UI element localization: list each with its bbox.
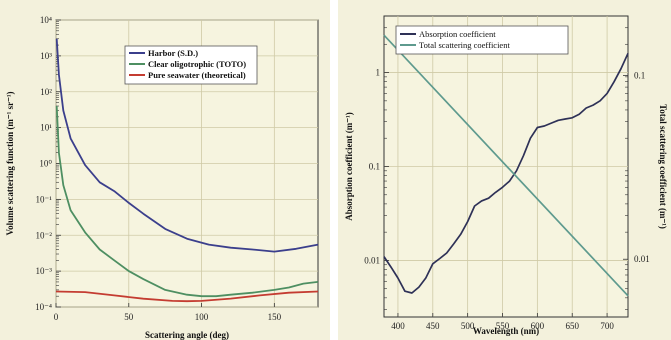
left-y-tick-label: 10³ xyxy=(40,51,52,61)
right-y-tick-label: 0.1 xyxy=(369,162,380,172)
right-legend-label-1: Total scattering coefficient xyxy=(419,40,510,50)
left-legend-label-2: Pure seawater (theoretical) xyxy=(148,70,246,80)
right-x-tick-label: 450 xyxy=(426,321,440,331)
left-series-line-2 xyxy=(55,290,319,303)
left-y-tick-label: 10¹ xyxy=(40,123,52,133)
right-x-tick-label: 700 xyxy=(600,321,614,331)
right-y2-axis-label: Total scattering coefficient (m⁻¹) xyxy=(658,104,668,229)
right-x-tick-label: 400 xyxy=(391,321,405,331)
right-x-axis-label: Wavelength (nm) xyxy=(473,326,539,336)
left-legend-label-0: Harbor (S.D.) xyxy=(148,48,198,58)
right-series-line-1 xyxy=(383,34,629,297)
left-legend-box xyxy=(124,45,258,85)
right-x-tick-label: 500 xyxy=(461,321,475,331)
right-x-tick-label: 600 xyxy=(531,321,545,331)
left-y-axis-label: Volume scattering function (m⁻¹ sr⁻¹) xyxy=(5,91,15,235)
left-y-tick-label: 10⁻² xyxy=(36,230,53,240)
left-x-tick-label: 150 xyxy=(268,312,282,322)
right-legend-box xyxy=(395,25,569,55)
left-x-tick-label: 50 xyxy=(124,312,134,322)
right-legend-label-0: Absorption coefficient xyxy=(419,29,496,39)
left-y-tick-label: 10⁻⁴ xyxy=(35,302,52,312)
left-legend: Harbor (S.D.)Clear oligotrophic (TOTO)Pu… xyxy=(124,45,258,85)
left-y-tick-label: 10⁴ xyxy=(40,15,52,25)
left-x-axis-label: Scattering angle (deg) xyxy=(145,330,229,340)
right-chart: 400 450 500 550 600 650 700 1 0.1 0.01 0.1 0.01 Abso… xyxy=(338,0,671,340)
left-y-tick-label: 10⁻³ xyxy=(36,266,53,276)
left-x-tick-label: 100 xyxy=(195,312,209,322)
left-legend-label-1: Clear oligotrophic (TOTO) xyxy=(148,59,246,69)
left-series-line-0 xyxy=(55,38,319,253)
right-y-axis-label: Absorption coefficient (m⁻¹) xyxy=(344,112,354,220)
left-series-line-1 xyxy=(55,105,319,298)
right-y-tick-label: 0.01 xyxy=(364,255,380,265)
right-y-tick-label: 1 xyxy=(376,68,381,78)
right-y2-tick-label: 0.1 xyxy=(634,71,645,81)
right-series-line-0 xyxy=(383,53,629,294)
left-y-tick-label: 10⁰ xyxy=(39,159,52,169)
left-y-tick-label: 10⁻¹ xyxy=(36,194,53,204)
right-x-tick-label: 550 xyxy=(496,321,510,331)
left-x-tick-label: 0 xyxy=(54,312,59,322)
right-x-tick-label: 650 xyxy=(565,321,579,331)
left-y-tick-label: 10² xyxy=(40,87,52,97)
left-chart: 0 50 100 150 10⁴ 10³ 10² 10¹ 10⁰ 10⁻¹ 10⁻² 10⁻³ 10⁻⁴… xyxy=(0,0,330,340)
right-y2-tick-label: 0.01 xyxy=(634,254,650,264)
